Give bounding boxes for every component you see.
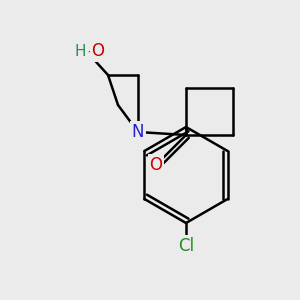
Text: O: O — [149, 156, 163, 174]
Text: HO: HO — [78, 44, 102, 59]
Text: -: - — [87, 44, 93, 59]
Text: Cl: Cl — [178, 237, 194, 255]
Text: N: N — [132, 123, 144, 141]
Text: H: H — [74, 44, 86, 59]
Text: O: O — [92, 42, 104, 60]
